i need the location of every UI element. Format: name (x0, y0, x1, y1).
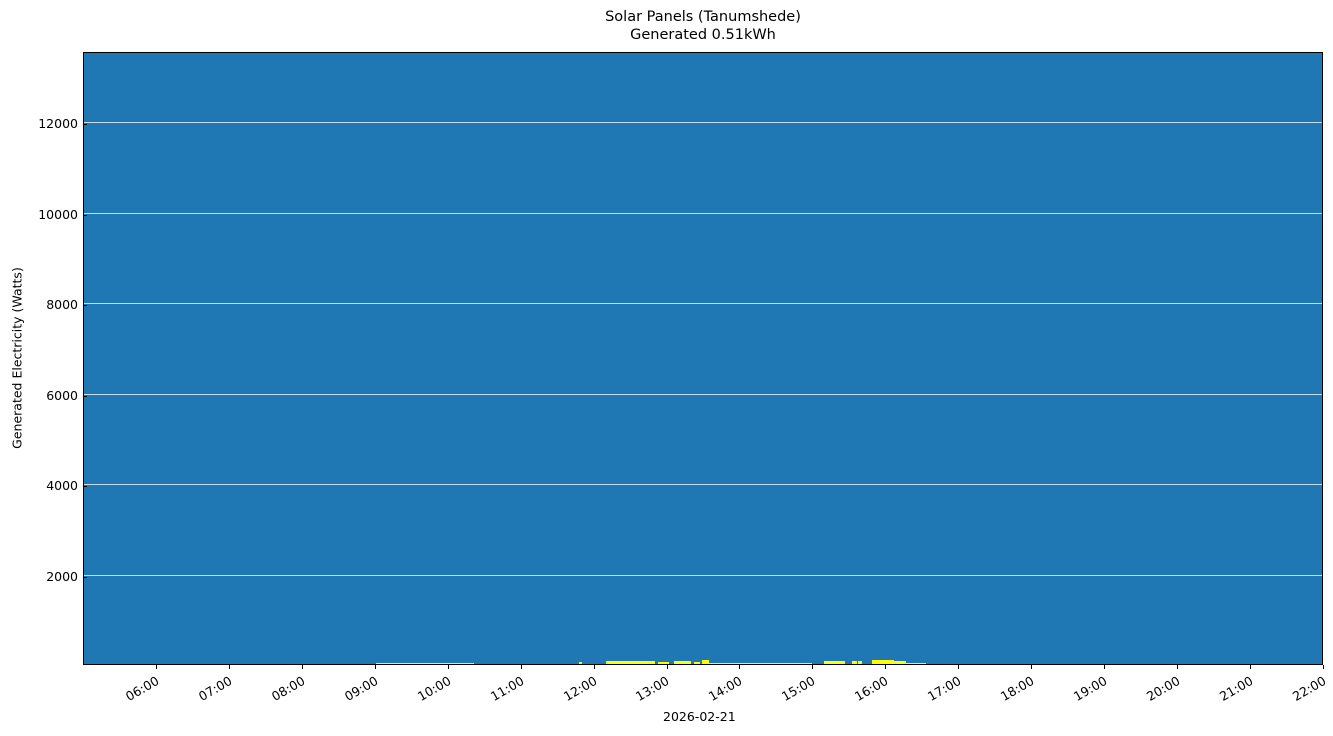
y-tick-label: 12000 (38, 116, 78, 132)
x-tick-mark (1104, 665, 1106, 669)
x-tick-label: 20:00 (1143, 673, 1183, 705)
data-bar (858, 661, 863, 664)
chart-title: Solar Panels (Tanumshede) (605, 9, 801, 25)
x-tick-label: 13:00 (633, 673, 673, 705)
gridline (84, 212, 1322, 214)
y-tick-label: 6000 (46, 387, 78, 403)
x-tick-mark (739, 665, 741, 669)
x-tick-mark (228, 665, 230, 669)
x-tick-label: 15:00 (779, 673, 818, 705)
gridline (84, 574, 1322, 576)
y-tick-label: 8000 (46, 297, 78, 313)
x-tick-mark (447, 665, 449, 669)
x-tick-label: 14:00 (706, 673, 745, 705)
chart-subtitle: Generated 0.51kWh (630, 27, 776, 43)
x-tick-label: 19:00 (1070, 673, 1110, 705)
gridline (84, 122, 1322, 124)
x-tick-label: 12:00 (560, 673, 600, 705)
y-tick-label: 4000 (46, 478, 78, 494)
y-tick-mark (83, 576, 87, 578)
x-tick-mark (1177, 665, 1179, 669)
x-axis-label: 2026-02-21 (663, 709, 736, 724)
plot-area (83, 52, 1323, 665)
x-tick-label: 17:00 (925, 673, 964, 705)
x-tick-mark (593, 665, 595, 669)
data-bar (657, 661, 669, 664)
data-bar (673, 661, 691, 664)
x-tick-mark (374, 665, 376, 669)
data-bar (852, 661, 858, 664)
y-axis-label: Generated Electricity (Watts) (9, 267, 25, 449)
gridline (84, 484, 1322, 486)
x-tick-mark (812, 665, 814, 669)
x-tick-label: 18:00 (998, 673, 1037, 705)
data-bar (578, 661, 583, 664)
y-tick-label: 10000 (38, 206, 78, 222)
x-tick-label: 07:00 (195, 673, 235, 705)
y-tick-mark (83, 486, 87, 488)
y-tick-mark (83, 124, 87, 126)
data-bar (375, 663, 475, 664)
x-tick-label: 06:00 (122, 673, 162, 705)
data-bar (871, 660, 894, 664)
x-tick-mark (301, 665, 303, 669)
x-tick-label: 09:00 (341, 673, 381, 705)
data-bar (701, 660, 709, 664)
data-bar (708, 663, 813, 664)
x-tick-mark (666, 665, 668, 669)
x-tick-mark (1250, 665, 1252, 669)
x-tick-label: 21:00 (1216, 673, 1256, 705)
x-tick-label: 16:00 (852, 673, 891, 705)
x-tick-mark (885, 665, 887, 669)
x-tick-label: 08:00 (268, 673, 308, 705)
x-tick-mark (155, 665, 157, 669)
data-bar (605, 661, 656, 664)
y-tick-label: 2000 (46, 568, 78, 584)
gridline (84, 303, 1322, 305)
y-tick-mark (83, 214, 87, 216)
x-tick-mark (958, 665, 960, 669)
data-bar (905, 663, 927, 664)
data-bar (824, 660, 845, 664)
data-bar (694, 661, 701, 664)
x-tick-label: 11:00 (487, 673, 527, 705)
x-tick-label: 22:00 (1289, 673, 1329, 705)
gridline (84, 393, 1322, 395)
x-tick-label: 10:00 (414, 673, 454, 705)
y-tick-mark (83, 305, 87, 307)
y-tick-mark (83, 395, 87, 397)
data-bar (893, 660, 906, 664)
x-tick-mark (1031, 665, 1033, 669)
x-tick-mark (520, 665, 522, 669)
x-tick-mark (1323, 665, 1324, 669)
